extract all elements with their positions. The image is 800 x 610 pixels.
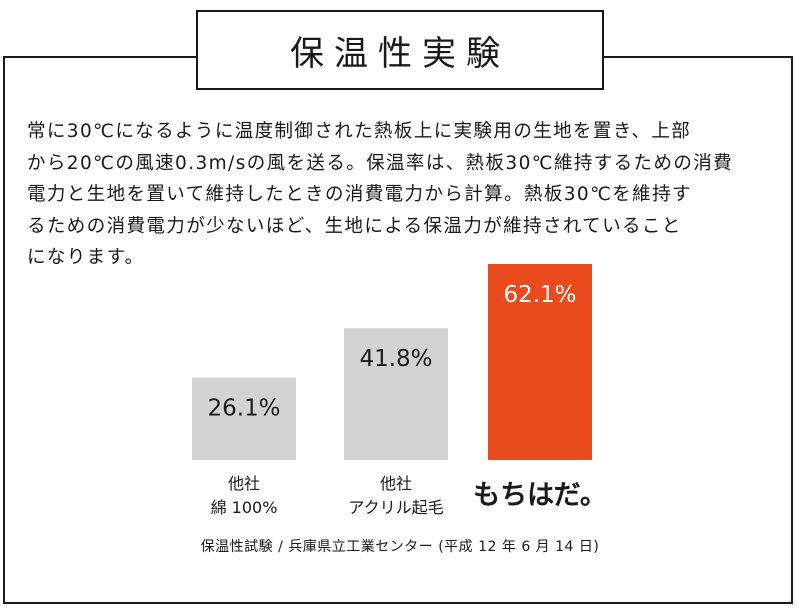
source-caption: 保温性試験 / 兵庫県立工業センター (平成 12 年 6 月 14 日)	[200, 539, 600, 555]
bar-1	[192, 377, 296, 460]
category-label-2: 他社アクリル起毛	[348, 474, 443, 517]
bar-3	[488, 264, 592, 460]
value-label-2: 41.8%	[359, 346, 432, 372]
page-title: 保温性実験	[290, 33, 510, 74]
category-label-1: 他社綿 100%	[211, 474, 278, 517]
bar-2	[344, 328, 448, 460]
value-label-1: 26.1%	[207, 396, 280, 422]
description-text: 常に30℃になるように温度制御された熱板上に実験用の生地を置き、上部 から20℃…	[27, 121, 734, 268]
title-box: 保温性実験	[196, 10, 604, 90]
value-label-3: 62.1%	[503, 282, 576, 308]
category-label-3: もちはだ。	[473, 480, 607, 511]
